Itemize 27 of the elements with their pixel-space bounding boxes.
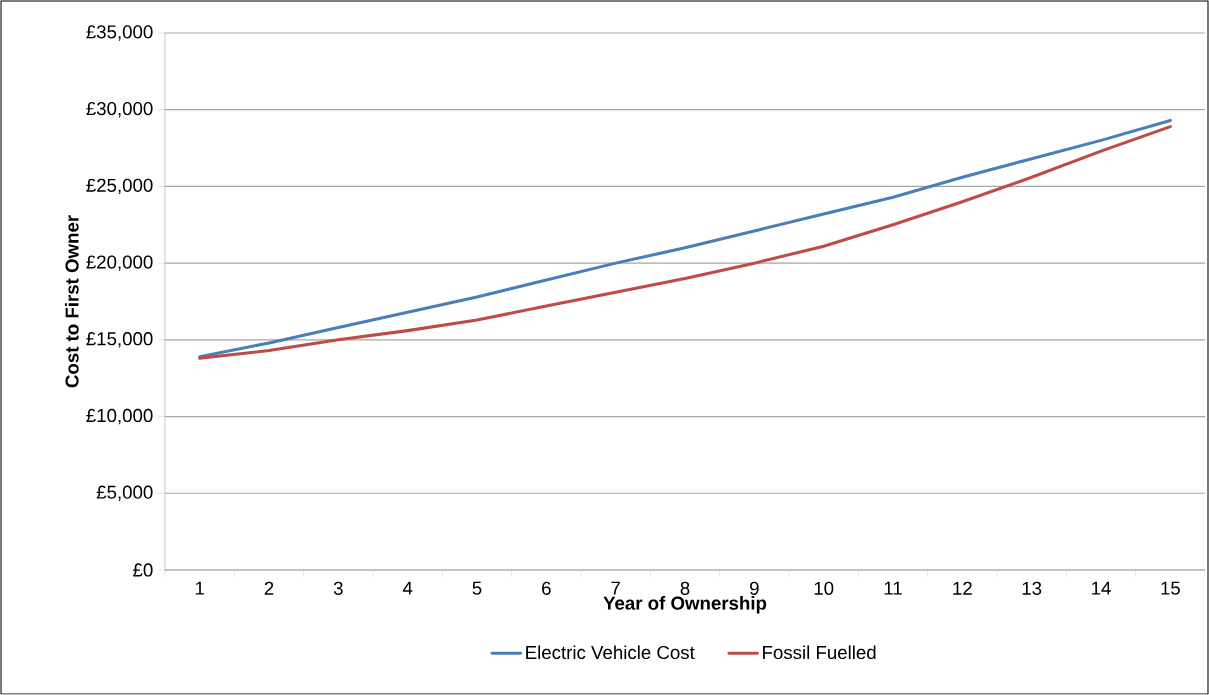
y-tick-label: £10,000 bbox=[86, 408, 153, 425]
y-tick-label: £20,000 bbox=[86, 255, 153, 271]
legend-label: Fossil Fuelled bbox=[763, 645, 876, 660]
y-tick-label: £35,000 bbox=[86, 25, 153, 41]
x-tick-label: 2 bbox=[264, 581, 274, 595]
y-tick-label: £25,000 bbox=[86, 178, 153, 195]
x-axis-title: Year of Ownership bbox=[603, 596, 767, 614]
x-tick-label: 5 bbox=[472, 581, 482, 595]
x-tick-label: 9 bbox=[750, 581, 759, 595]
x-tick-label: 10 bbox=[814, 581, 834, 595]
x-tick-label: 7 bbox=[611, 581, 620, 595]
x-tick-label: 14 bbox=[1092, 581, 1111, 595]
x-tick-label: 11 bbox=[884, 581, 902, 595]
y-tick-label: £5,000 bbox=[96, 485, 153, 501]
x-tick-label: 8 bbox=[680, 581, 690, 595]
x-tick-label: 3 bbox=[333, 581, 343, 595]
y-tick-label: £15,000 bbox=[86, 332, 153, 348]
y-tick-label: £30,000 bbox=[86, 101, 153, 118]
x-tick-label: 15 bbox=[1161, 581, 1180, 595]
y-tick-label: £0 bbox=[133, 563, 153, 577]
x-tick-label: 4 bbox=[402, 581, 413, 595]
y-axis-title: Cost to First Owner bbox=[64, 215, 79, 388]
x-tick-label: 1 bbox=[195, 581, 204, 595]
legend-label: Electric Vehicle Cost bbox=[526, 645, 695, 660]
x-tick-label: 12 bbox=[953, 581, 972, 595]
x-tick-label: 13 bbox=[1022, 581, 1042, 595]
x-tick-label: 6 bbox=[542, 581, 551, 595]
